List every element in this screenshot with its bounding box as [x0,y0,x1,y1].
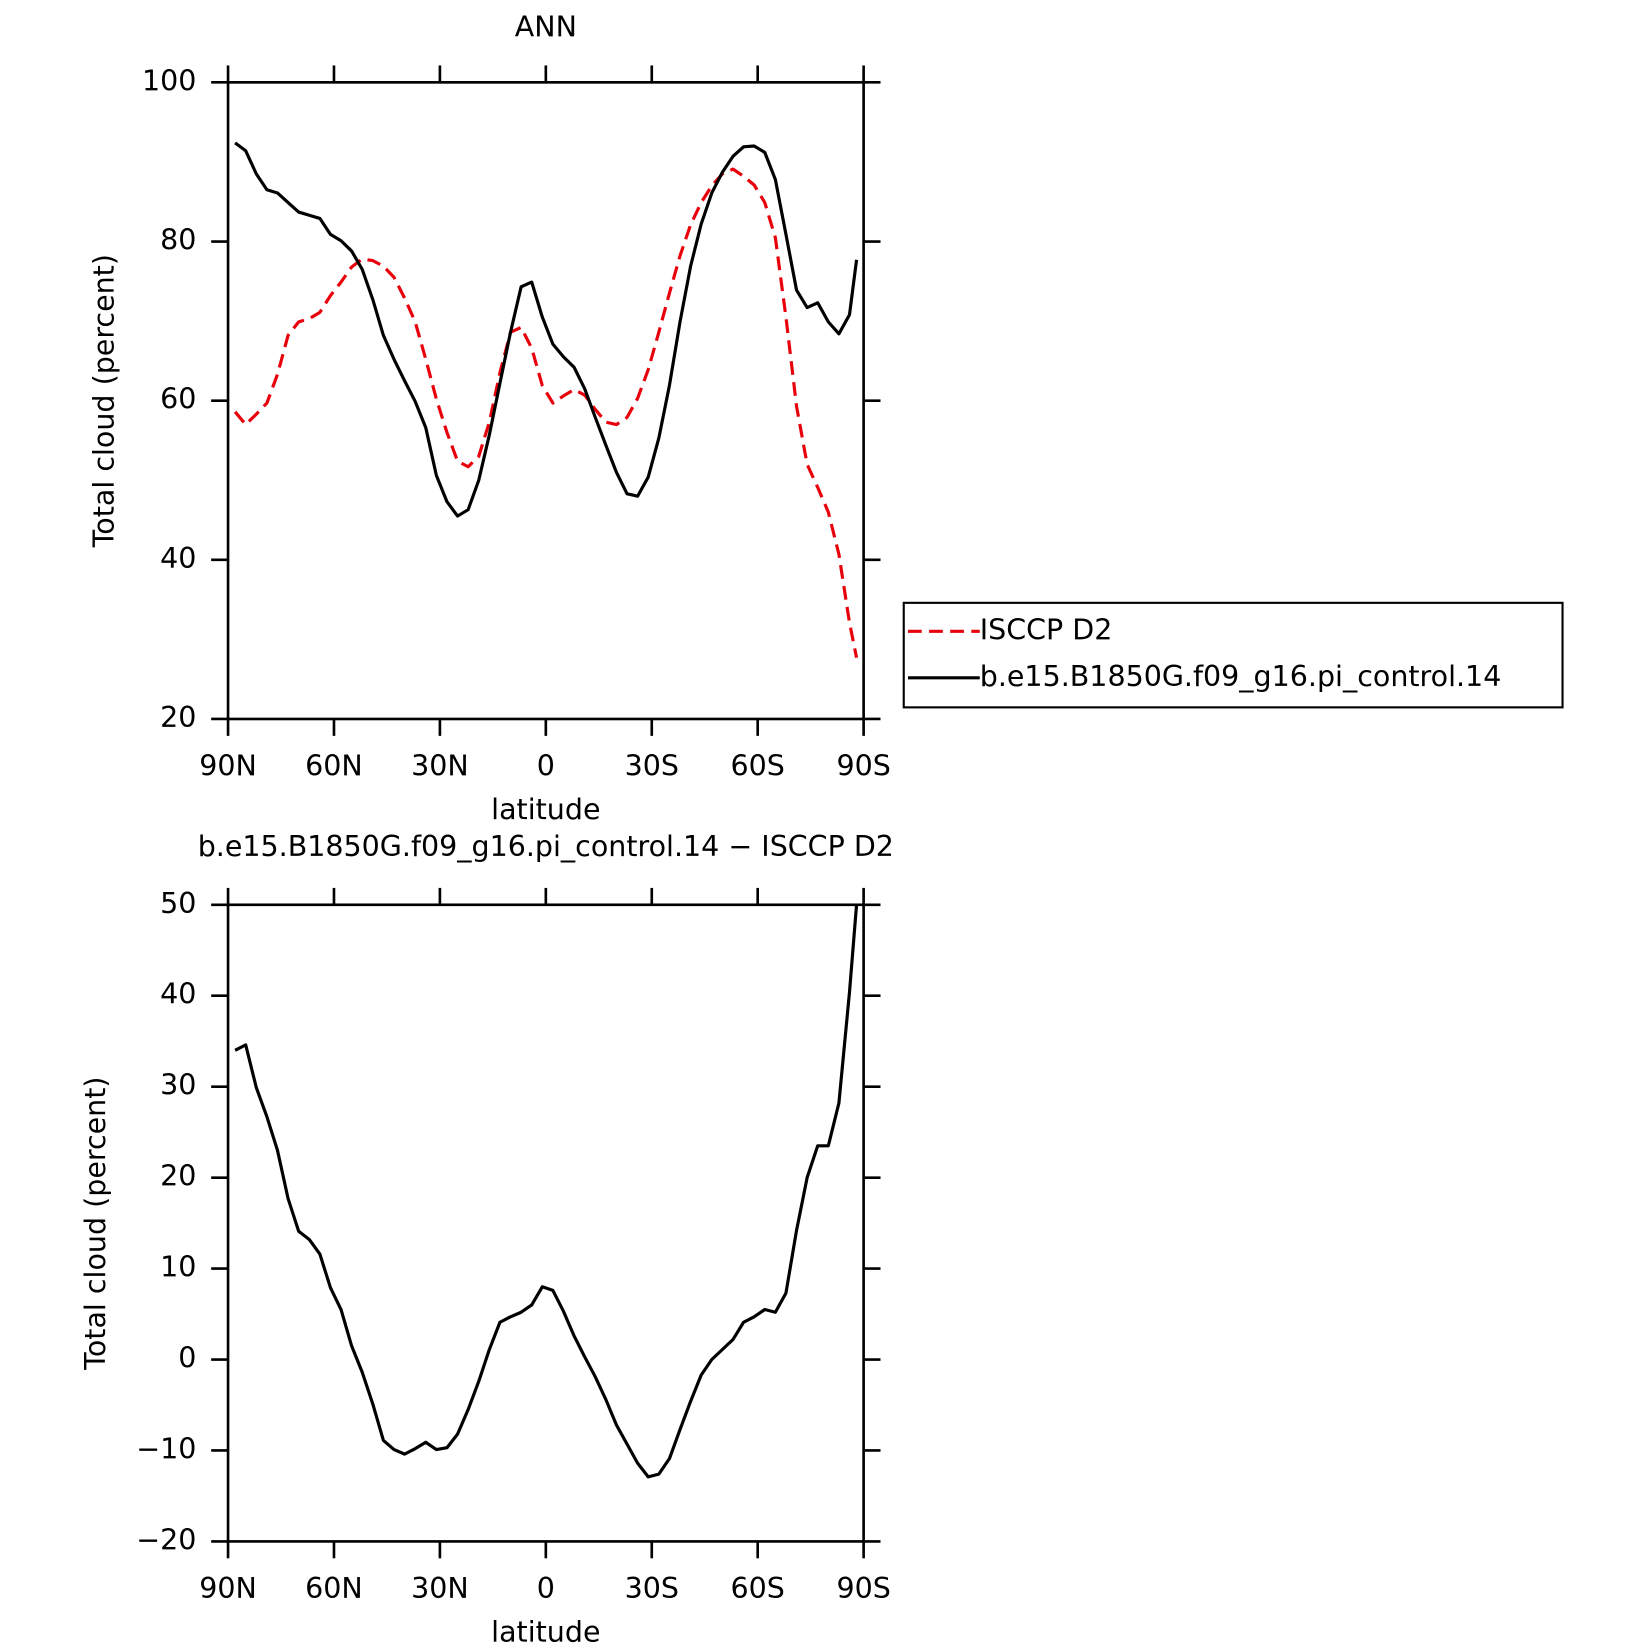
x-tick-label: 0 [537,1572,555,1605]
y-tick-label: 20 [160,701,196,734]
y-tick-label: 80 [160,224,196,257]
plot-frame [226,81,865,721]
chart-title: b.e15.B1850G.f09_g16.pi_control.14 − ISC… [198,830,894,863]
y-tick-label: −10 [136,1432,196,1465]
data-line [233,167,859,659]
data-line [234,141,859,518]
x-tick-label: 60S [731,1572,785,1605]
x-tick-label: 60S [731,750,785,783]
x-tick-label: 0 [537,750,555,783]
x-axis-label: latitude [491,793,600,826]
y-tick-label: 20 [160,1160,196,1193]
plot-frame [226,903,865,1543]
x-tick-label: 90S [836,1572,890,1605]
y-tick-label: 40 [160,978,196,1011]
x-tick-label: 30S [625,1572,679,1605]
x-tick-label: 30N [411,750,469,783]
x-axis-label: latitude [491,1615,600,1647]
x-tick-label: 30N [411,1572,469,1605]
y-tick-label: 30 [160,1069,196,1102]
data-line [234,904,859,1479]
y-tick-label: 50 [160,887,196,920]
y-tick-label: 0 [178,1342,196,1375]
x-tick-label: 90S [836,750,890,783]
legend-label: b.e15.B1850G.f09_g16.pi_control.14 [980,660,1502,693]
y-tick-label: −20 [136,1523,196,1556]
chart-title: ANN [515,11,577,44]
legend-box [902,601,1564,709]
x-tick-label: 90N [199,1572,257,1605]
y-axis-label: Total cloud (percent) [79,1076,112,1370]
x-tick-label: 60N [305,1572,363,1605]
x-tick-label: 30S [625,750,679,783]
y-tick-label: 60 [160,383,196,416]
legend-label: ISCCP D2 [980,613,1113,646]
y-axis-label: Total cloud (percent) [88,254,121,548]
y-tick-label: 100 [142,64,196,97]
y-tick-label: 40 [160,542,196,575]
y-tick-label: 10 [160,1251,196,1284]
x-tick-label: 90N [199,750,257,783]
x-tick-label: 60N [305,750,363,783]
